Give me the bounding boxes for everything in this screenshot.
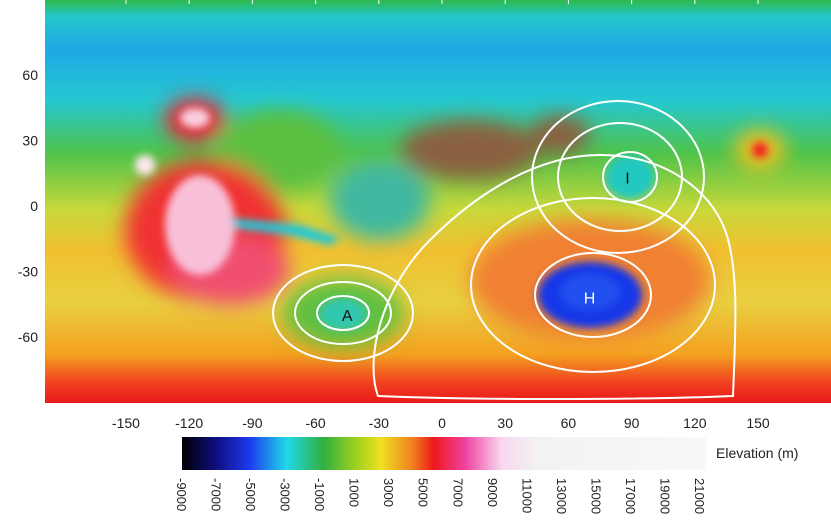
colorbar-tick-label: 13000 [554,478,569,514]
colorbar-tick-label: 7000 [450,478,465,507]
elevation-map [45,0,831,403]
region-label: H [584,291,596,308]
y-tick-label: -60 [18,329,38,345]
colorbar-tick-label: 21000 [692,478,707,514]
colorbar-tick-label: -1000 [312,478,327,511]
colorbar-tick-label: 15000 [588,478,603,514]
y-tick-label: 0 [30,198,38,214]
x-tick-label: 150 [746,415,770,431]
colorbar-tick-label: 1000 [347,478,362,507]
x-tick-label: 30 [497,415,513,431]
colorbar-tick-label: 5000 [416,478,431,507]
y-tick-label: 30 [22,133,38,149]
colorbar-tick-label: -5000 [243,478,258,511]
y-tick-label: 60 [22,67,38,83]
colorbar-tick-label: 17000 [623,478,638,514]
x-tick-label: 90 [624,415,640,431]
y-tick-label: -30 [18,263,38,279]
x-tick-label: -90 [242,415,262,431]
x-tick-label: 0 [438,415,446,431]
colorbar-tick-label: 3000 [381,478,396,507]
map-figure: Elevation (m) -150 -120 -90 -60 -30 0 30 60 90 12… [0,0,831,521]
x-tick-label: 120 [683,415,707,431]
colorbar-tick-label: 9000 [485,478,500,507]
x-tick-label: -150 [112,415,140,431]
colorbar-tick-label: 11000 [519,478,534,513]
colorbar-tick-label: -7000 [209,478,224,511]
region-label: I [625,171,629,188]
colorbar-tick-label: -9000 [174,478,189,511]
x-tick-label: -30 [369,415,389,431]
colorbar-tick-label: 19000 [657,478,672,514]
colorbar-label: Elevation (m) [716,445,798,461]
region-label: A [342,308,353,325]
x-tick-label: 60 [561,415,577,431]
colorbar [182,437,706,470]
x-tick-label: -120 [175,415,203,431]
colorbar-tick-label: -3000 [278,478,293,511]
x-tick-label: -60 [305,415,325,431]
